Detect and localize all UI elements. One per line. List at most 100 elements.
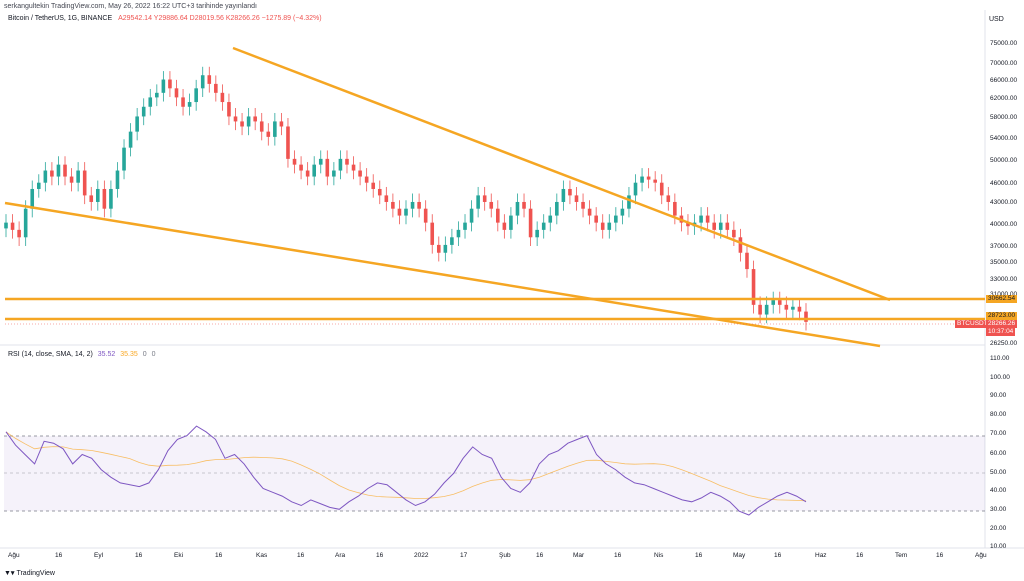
time-tick: Nis bbox=[654, 552, 664, 559]
candle-body bbox=[76, 170, 80, 183]
candle-body bbox=[673, 201, 677, 216]
time-tick: Şub bbox=[499, 552, 511, 559]
candle-body bbox=[23, 208, 28, 238]
candle-body bbox=[430, 222, 435, 245]
price-tick: 66000.00 bbox=[990, 77, 1018, 84]
candle-body bbox=[771, 300, 776, 305]
candle-body bbox=[417, 201, 421, 209]
candle-body bbox=[10, 222, 15, 230]
candle-body bbox=[686, 222, 690, 227]
candle-body bbox=[456, 229, 461, 238]
symbol-title[interactable]: Bitcoin / TetherUS, 1G, BINANCE bbox=[8, 15, 113, 22]
candle-body bbox=[69, 176, 74, 183]
candle-body bbox=[253, 116, 257, 122]
candle-body bbox=[371, 182, 376, 189]
candle-body bbox=[214, 83, 218, 93]
bar-countdown-tag: 10:37:04 bbox=[986, 328, 1016, 336]
candle-body bbox=[30, 188, 35, 209]
rsi-tick: 50.00 bbox=[990, 469, 1007, 476]
tradingview-logo[interactable]: ▼▾ TradingView bbox=[4, 570, 55, 577]
rsi-tick: 90.00 bbox=[990, 392, 1007, 399]
candle-body bbox=[666, 195, 671, 202]
time-tick: 16 bbox=[55, 552, 63, 559]
rsi-tick: 110.00 bbox=[990, 355, 1010, 362]
ohlc-values: A29542.14 Y29886.64 D28019.56 K28266.26 … bbox=[118, 15, 322, 22]
candle-body bbox=[174, 88, 179, 98]
rsi-tick: 40.00 bbox=[990, 487, 1007, 494]
candle-body bbox=[240, 121, 244, 127]
rsi-line bbox=[5, 425, 807, 516]
lower-trendline[interactable] bbox=[4, 201, 881, 348]
candle-body bbox=[732, 229, 736, 238]
candle-body bbox=[450, 237, 454, 245]
candle-body bbox=[489, 201, 494, 209]
time-tick: 16 bbox=[614, 552, 622, 559]
candle-body bbox=[279, 121, 284, 127]
price-tick: 26250.00 bbox=[990, 340, 1018, 347]
candle-body bbox=[712, 222, 716, 230]
candle-body bbox=[659, 182, 664, 196]
symbol-legend: Bitcoin / TetherUS, 1G, BINANCE A29542.1… bbox=[8, 15, 322, 22]
candle-body bbox=[574, 195, 579, 202]
candle-body bbox=[135, 116, 139, 132]
candle-body bbox=[423, 208, 428, 223]
candle-body bbox=[528, 208, 533, 238]
candle-body bbox=[640, 176, 644, 183]
candle-body bbox=[36, 182, 41, 189]
candle-body bbox=[509, 215, 513, 230]
candle-body bbox=[115, 170, 120, 189]
candle-body bbox=[358, 170, 362, 177]
candle-body bbox=[96, 188, 100, 202]
candle-body bbox=[351, 164, 356, 171]
rsi-tick: 30.00 bbox=[990, 506, 1007, 513]
candle-body bbox=[43, 170, 48, 183]
resistance-price-tag: 30662.54 bbox=[986, 295, 1018, 303]
rsi-tick: 10.00 bbox=[990, 543, 1007, 550]
candle-body bbox=[548, 215, 553, 223]
candle-body bbox=[777, 300, 782, 305]
time-tick: 16 bbox=[536, 552, 544, 559]
candle-body bbox=[325, 158, 330, 177]
symbol-tag: BTCUSDT bbox=[955, 320, 990, 328]
time-tick: 16 bbox=[856, 552, 864, 559]
time-tick: 16 bbox=[297, 552, 305, 559]
rsi-legend[interactable]: RSI (14, close, SMA, 14, 2) 35.52 35.35 … bbox=[8, 351, 156, 358]
candle-body bbox=[620, 208, 625, 216]
candle-body bbox=[515, 201, 520, 216]
candle-body bbox=[797, 306, 802, 312]
rsi-extra-value: 0 bbox=[151, 351, 156, 358]
candle-body bbox=[233, 116, 238, 122]
upper-trendline[interactable] bbox=[232, 46, 891, 302]
candle-body bbox=[463, 222, 467, 230]
candle-body bbox=[436, 244, 441, 253]
candle-body bbox=[332, 170, 336, 177]
candle-body bbox=[718, 222, 723, 230]
candle-body bbox=[168, 79, 172, 89]
time-tick: Ara bbox=[335, 552, 346, 559]
candle-body bbox=[338, 158, 343, 171]
time-tick: 16 bbox=[215, 552, 223, 559]
candle-body bbox=[476, 195, 480, 209]
time-tick: 16 bbox=[936, 552, 944, 559]
candle-body bbox=[502, 222, 507, 230]
price-tick: 31000.00 bbox=[990, 291, 1017, 298]
candle-body bbox=[141, 106, 146, 117]
candle-body bbox=[555, 201, 559, 216]
candle-body bbox=[89, 195, 94, 202]
time-tick: May bbox=[733, 552, 746, 559]
time-tick: Mar bbox=[573, 552, 585, 559]
candle-body bbox=[705, 215, 710, 223]
candle-body bbox=[535, 229, 539, 238]
candle-body bbox=[122, 147, 126, 171]
candle-body bbox=[581, 201, 585, 209]
candle-body bbox=[56, 164, 61, 177]
candle-body bbox=[259, 121, 264, 132]
candle-body bbox=[220, 92, 225, 103]
candle-body bbox=[63, 164, 67, 177]
price-tick: 50000.00 bbox=[990, 157, 1018, 164]
rsi-value: 35.52 bbox=[97, 351, 116, 358]
last-price-tag: 28266.26 bbox=[986, 320, 1018, 328]
candle-body bbox=[600, 222, 605, 230]
candle-body bbox=[633, 182, 638, 196]
